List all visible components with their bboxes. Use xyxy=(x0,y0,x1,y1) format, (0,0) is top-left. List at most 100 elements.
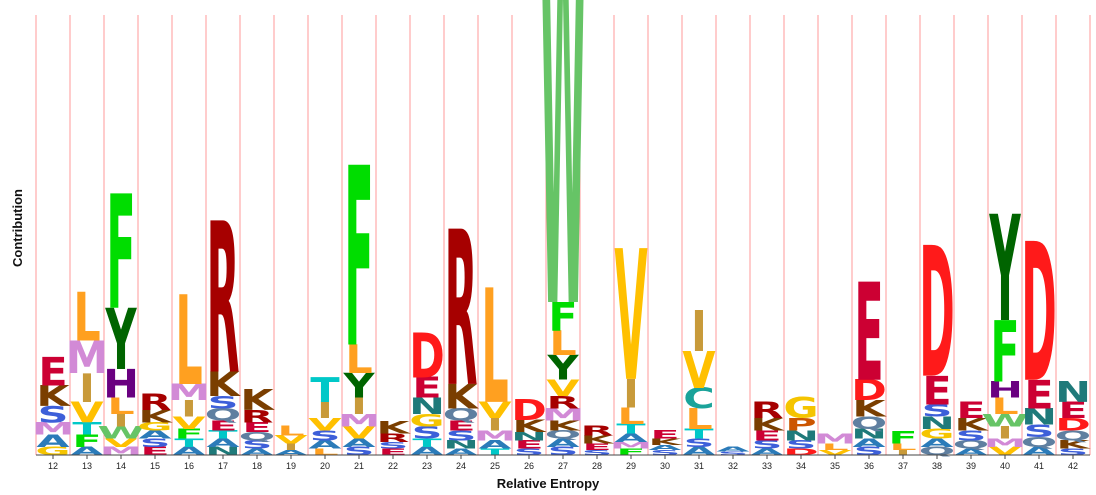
residue-letter-S: S xyxy=(650,449,681,457)
residue-letter-A: A xyxy=(750,447,783,457)
residue-letter-A: A xyxy=(240,447,273,457)
residue-letter-D: D xyxy=(1055,415,1091,435)
residue-letter-F: F xyxy=(72,431,101,451)
x-tick-label: 42 xyxy=(1068,461,1078,471)
residue-letter-Y: Y xyxy=(546,349,579,388)
residue-letter-C: C xyxy=(683,382,714,415)
residue-letter-L: L xyxy=(107,394,134,420)
residue-letter-M: M xyxy=(474,428,517,443)
residue-letter-S: S xyxy=(140,437,171,450)
residue-letter-L: L xyxy=(311,447,338,457)
column-dividers xyxy=(35,15,1091,455)
residue-letter-R: R xyxy=(241,407,274,427)
residue-letter-R: R xyxy=(751,398,784,424)
x-tick-label: 23 xyxy=(422,461,432,471)
residue-letter-M: M xyxy=(542,405,585,425)
x-tick-label: 13 xyxy=(82,461,92,471)
residue-letter-V: V xyxy=(614,212,647,421)
residue-letter-K: K xyxy=(206,366,240,405)
x-tick-label: 19 xyxy=(286,461,296,471)
residue-letter-V: V xyxy=(172,413,206,433)
residue-letter-A: A xyxy=(342,437,376,450)
residue-letter-F: F xyxy=(174,427,203,442)
residue-letter-L: L xyxy=(345,337,372,383)
residue-letter-Q: Q xyxy=(953,438,989,451)
y-axis-label: Contribution xyxy=(10,189,25,267)
residue-letter-D: D xyxy=(919,209,955,418)
residue-letter-I: I xyxy=(895,449,911,457)
residue-letter-S: S xyxy=(514,447,545,457)
residue-letter-N: N xyxy=(511,430,547,443)
residue-letter-E: E xyxy=(446,419,475,434)
residue-letter-A: A xyxy=(546,437,580,450)
residue-letter-V: V xyxy=(546,376,580,402)
residue-letter-T: T xyxy=(310,371,340,410)
residue-letter-L: L xyxy=(991,394,1018,420)
residue-letter-N: N xyxy=(851,427,887,442)
residue-letter-S: S xyxy=(378,440,409,450)
x-tick-label: 36 xyxy=(864,461,874,471)
residue-letter-Q: Q xyxy=(1021,435,1057,450)
residue-letter-K: K xyxy=(750,415,786,435)
residue-letter-Q: Q xyxy=(1055,428,1091,443)
x-axis-label: Relative Entropy xyxy=(497,476,600,491)
residue-letter-A: A xyxy=(648,444,682,452)
residue-letter-I: I xyxy=(283,442,299,452)
residue-letter-L: L xyxy=(617,404,644,430)
x-tick-label: 29 xyxy=(626,461,636,471)
residue-letter-W: W xyxy=(539,0,586,432)
residue-letter-L: L xyxy=(889,442,916,452)
residue-letter-I: I xyxy=(351,394,367,420)
residue-letter-S: S xyxy=(412,423,443,443)
residue-letter-S: S xyxy=(956,428,987,443)
residue-letter-E: E xyxy=(242,420,271,435)
residue-letter-T: T xyxy=(412,437,442,450)
residue-letter-F: F xyxy=(344,116,373,403)
residue-letter-R: R xyxy=(445,187,478,435)
x-tick-label: 32 xyxy=(728,461,738,471)
residue-letter-S: S xyxy=(38,402,69,428)
x-tick-label: 24 xyxy=(456,461,466,471)
residue-letter-L: L xyxy=(481,257,508,440)
residue-letter-E: E xyxy=(38,349,67,395)
residue-letter-E: E xyxy=(1024,372,1053,418)
residue-letter-V: V xyxy=(682,343,715,401)
residue-letter-K: K xyxy=(852,396,887,422)
residue-letter-F: F xyxy=(990,303,1019,401)
residue-letter-R: R xyxy=(547,393,580,413)
residue-letter-A: A xyxy=(852,437,886,450)
residue-letter-E: E xyxy=(412,371,441,404)
residue-letter-E: E xyxy=(650,429,679,442)
x-tick-label: 33 xyxy=(762,461,772,471)
residue-letter-V: V xyxy=(478,398,512,424)
residue-letter-M: M xyxy=(32,419,75,439)
residue-letter-V: V xyxy=(818,449,852,457)
residue-letter-L: L xyxy=(175,269,202,413)
x-tick-label: 27 xyxy=(558,461,568,471)
x-tick-label: 41 xyxy=(1034,461,1044,471)
residue-letter-F: F xyxy=(888,428,917,448)
residue-letter-D: D xyxy=(1021,203,1057,425)
residue-letter-S: S xyxy=(208,393,239,413)
residue-letter-L: L xyxy=(821,442,848,452)
residue-letter-K: K xyxy=(444,378,478,417)
x-tick-label: 30 xyxy=(660,461,670,471)
residue-letter-V: V xyxy=(274,434,308,447)
residue-letter-D: D xyxy=(409,320,445,392)
residue-letter-E: E xyxy=(208,419,237,434)
residue-letter-K: K xyxy=(240,384,276,417)
residue-letter-A: A xyxy=(614,432,648,445)
x-tick-label: 20 xyxy=(320,461,330,471)
residue-letter-S: S xyxy=(684,437,715,450)
residue-letter-S: S xyxy=(1058,447,1089,457)
residue-letter-H: H xyxy=(987,377,1023,403)
x-tick-label: 15 xyxy=(150,461,160,471)
residue-letter-N: N xyxy=(1055,376,1091,409)
x-tick-label: 14 xyxy=(116,461,126,471)
residue-letter-A: A xyxy=(206,437,240,450)
residue-letter-A: A xyxy=(36,431,70,451)
residue-letter-V: V xyxy=(342,423,376,443)
residue-letter-P: P xyxy=(785,415,816,435)
